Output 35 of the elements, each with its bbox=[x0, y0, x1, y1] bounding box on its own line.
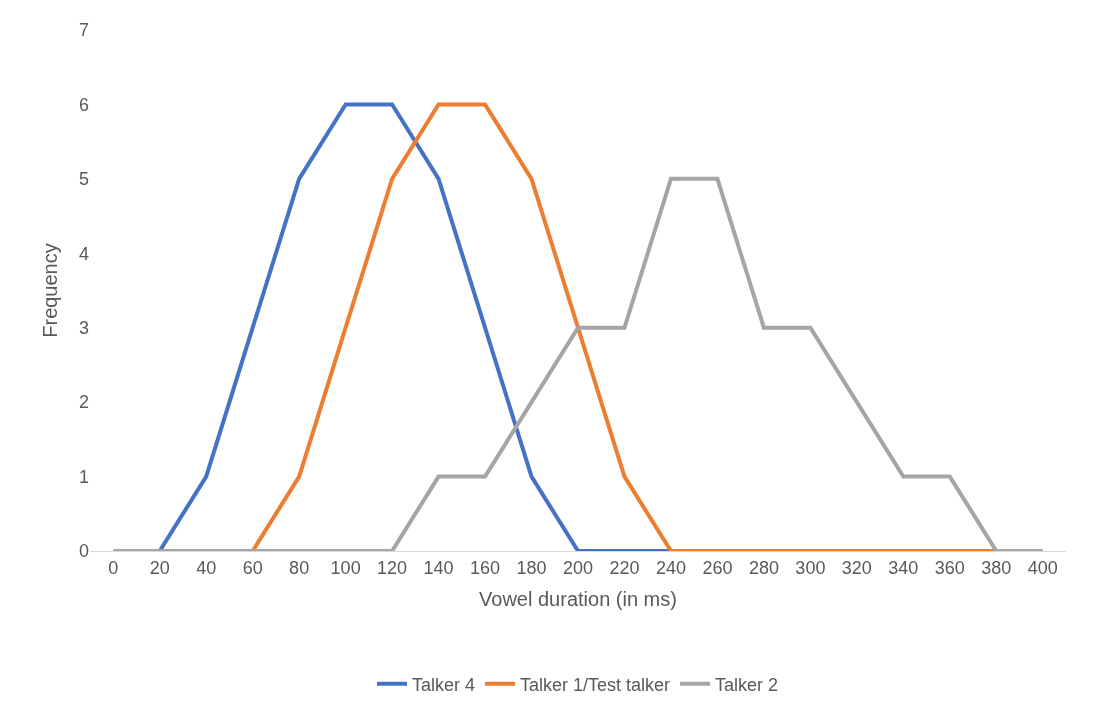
x-tick-label: 100 bbox=[330, 557, 361, 578]
x-tick-label: 160 bbox=[470, 557, 501, 578]
y-tick-label: 7 bbox=[78, 20, 89, 41]
x-tick-label: 220 bbox=[609, 557, 640, 578]
y-tick-label: 4 bbox=[78, 243, 89, 264]
x-tick-label: 400 bbox=[1027, 557, 1058, 578]
x-tick-label: 280 bbox=[748, 557, 779, 578]
legend-label: Talker 4 bbox=[412, 674, 476, 695]
x-tick-label: 360 bbox=[934, 557, 965, 578]
y-axis-title: Frequency bbox=[39, 243, 62, 338]
x-tick-label: 380 bbox=[981, 557, 1012, 578]
y-tick-label: 5 bbox=[78, 169, 89, 190]
x-tick-label: 180 bbox=[516, 557, 547, 578]
x-tick-label: 260 bbox=[702, 557, 733, 578]
x-tick-label: 140 bbox=[423, 557, 454, 578]
x-axis-title: Vowel duration (in ms) bbox=[479, 588, 677, 611]
x-tick-label: 320 bbox=[841, 557, 872, 578]
y-tick-label: 0 bbox=[78, 541, 89, 562]
legend-label: Talker 2 bbox=[715, 674, 779, 695]
x-tick-label: 300 bbox=[795, 557, 826, 578]
x-tick-label: 20 bbox=[149, 557, 170, 578]
x-tick-label: 340 bbox=[888, 557, 919, 578]
x-tick-label: 200 bbox=[562, 557, 594, 578]
x-tick-label: 120 bbox=[377, 557, 408, 578]
x-tick-label: 60 bbox=[242, 557, 263, 578]
y-tick-label: 2 bbox=[78, 392, 89, 413]
x-tick-label: 0 bbox=[108, 557, 119, 578]
y-tick-label: 6 bbox=[78, 94, 89, 115]
line-series bbox=[111, 176, 1045, 551]
y-tick-label: 3 bbox=[78, 318, 89, 339]
x-tick-label: 80 bbox=[289, 557, 310, 578]
x-tick-label: 240 bbox=[655, 557, 686, 578]
legend-label: Talker 1/Test talker bbox=[520, 674, 671, 695]
y-tick-label: 1 bbox=[78, 466, 89, 487]
x-tick-label: 40 bbox=[196, 557, 217, 578]
